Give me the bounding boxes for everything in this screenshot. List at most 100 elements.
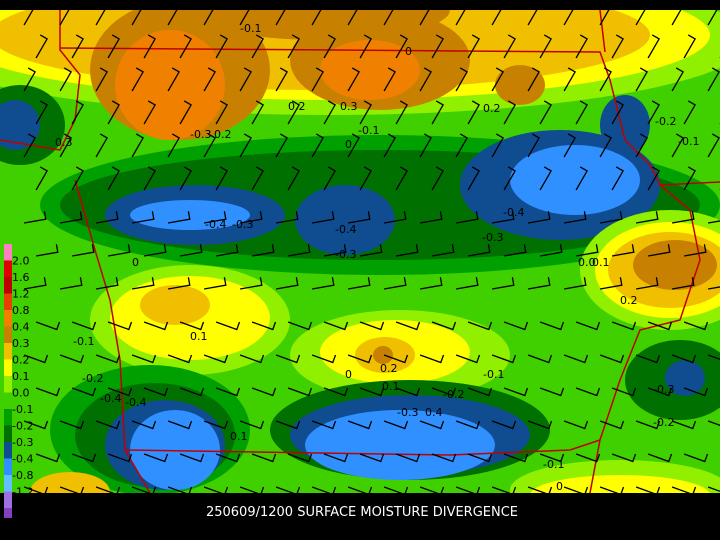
wind-barb bbox=[311, 133, 324, 158]
wind-barb bbox=[635, 277, 659, 290]
wind-barb bbox=[635, 211, 659, 224]
wind-barb bbox=[707, 354, 720, 361]
wind-barb bbox=[251, 387, 277, 397]
contour-zone bbox=[30, 472, 110, 493]
wind-barb bbox=[287, 453, 313, 463]
wind-barb bbox=[671, 486, 697, 493]
wind-barb bbox=[71, 387, 97, 397]
contour-label: -0.3 bbox=[653, 383, 674, 396]
wind-barb bbox=[707, 133, 720, 158]
wind-barb bbox=[395, 387, 421, 397]
wind-barb bbox=[287, 321, 313, 331]
wind-barb bbox=[419, 420, 445, 430]
wind-barb bbox=[611, 100, 624, 125]
contour-zone bbox=[305, 410, 495, 480]
wind-barb bbox=[203, 277, 227, 290]
contour-zone bbox=[0, 100, 40, 150]
wind-barb bbox=[575, 244, 599, 257]
contour-label: 0 bbox=[405, 45, 412, 58]
contour-zone bbox=[530, 475, 710, 493]
wind-barb bbox=[275, 486, 301, 493]
wind-barb bbox=[383, 486, 409, 493]
wind-barb bbox=[383, 277, 407, 290]
wind-barb bbox=[467, 100, 480, 125]
wind-barb bbox=[143, 387, 169, 397]
scale-label: 0.8 bbox=[12, 304, 30, 317]
wind-barb bbox=[203, 420, 229, 430]
scale-label: -1.2 bbox=[12, 485, 33, 498]
wind-barb bbox=[239, 67, 252, 92]
contour-label: 0.1 bbox=[382, 380, 400, 393]
wind-barb bbox=[647, 34, 660, 59]
wind-barb bbox=[239, 486, 265, 493]
wind-barb bbox=[383, 211, 407, 224]
scale-swatch bbox=[4, 491, 12, 508]
wind-barb bbox=[539, 166, 552, 191]
contour-label: 0 bbox=[556, 480, 563, 493]
wind-barb bbox=[599, 133, 612, 158]
wind-barb bbox=[611, 453, 637, 463]
contour-zone bbox=[140, 285, 210, 325]
wind-barb bbox=[671, 10, 682, 26]
wind-barb bbox=[635, 133, 648, 158]
wind-barb bbox=[35, 453, 61, 463]
state-border bbox=[0, 10, 81, 151]
wind-barb bbox=[647, 166, 660, 191]
wind-barb bbox=[503, 34, 516, 59]
scale-label: 0.3 bbox=[12, 337, 30, 350]
wind-barb bbox=[23, 277, 47, 290]
wind-barb bbox=[275, 133, 288, 158]
wind-barb bbox=[683, 387, 709, 397]
wind-barb bbox=[683, 453, 709, 463]
wind-barb bbox=[419, 133, 432, 158]
wind-barb bbox=[287, 166, 300, 191]
wind-barb bbox=[467, 387, 493, 397]
scale-swatch bbox=[4, 310, 12, 327]
wind-barb bbox=[539, 321, 565, 331]
wind-barb bbox=[23, 420, 49, 430]
wind-barb bbox=[359, 100, 372, 125]
contour-zone bbox=[633, 240, 717, 290]
contour-label: -0.1 bbox=[543, 458, 564, 471]
wind-barb bbox=[203, 211, 227, 224]
scale-label: -0.2 bbox=[12, 419, 33, 432]
wind-barb bbox=[251, 453, 277, 463]
wind-barb bbox=[611, 166, 624, 191]
scale-swatch bbox=[4, 277, 12, 294]
wind-barb bbox=[395, 34, 408, 59]
scale-swatch bbox=[4, 508, 12, 518]
wind-barb bbox=[671, 67, 684, 92]
wind-barb bbox=[311, 486, 337, 493]
contour-label: 0.2 bbox=[288, 100, 306, 113]
wind-barb bbox=[59, 486, 85, 493]
wind-barb bbox=[611, 34, 624, 59]
wind-barb bbox=[647, 244, 671, 257]
wind-barb bbox=[131, 211, 155, 224]
wind-barb bbox=[215, 453, 241, 463]
wind-barb bbox=[431, 244, 455, 257]
contour-label: -0.1 bbox=[483, 368, 504, 381]
wind-barb bbox=[239, 354, 265, 364]
wind-barb bbox=[323, 321, 349, 331]
wind-barb bbox=[71, 100, 84, 125]
wind-barb bbox=[563, 486, 589, 493]
state-border bbox=[74, 179, 151, 493]
contour-label: -0.1 bbox=[73, 335, 94, 348]
wind-barb bbox=[95, 486, 121, 493]
wind-barb bbox=[287, 387, 313, 397]
wind-barb bbox=[539, 244, 563, 257]
wind-barb bbox=[671, 133, 684, 158]
wind-barb bbox=[23, 133, 36, 158]
wind-barb bbox=[359, 453, 385, 463]
wind-barb bbox=[107, 321, 133, 331]
wind-barb bbox=[563, 10, 574, 26]
wind-barb bbox=[251, 100, 264, 125]
wind-barb bbox=[431, 166, 444, 191]
wind-barb bbox=[431, 321, 457, 331]
color-scale: 2.0 1.6 1.2 0.8 0.4 0.3 0.2 0.1 0.0 -0.1 -0.2 -0.3 -… bbox=[4, 244, 33, 518]
wind-barb bbox=[383, 420, 409, 430]
wind-barb bbox=[707, 286, 720, 290]
wind-barb bbox=[395, 166, 408, 191]
